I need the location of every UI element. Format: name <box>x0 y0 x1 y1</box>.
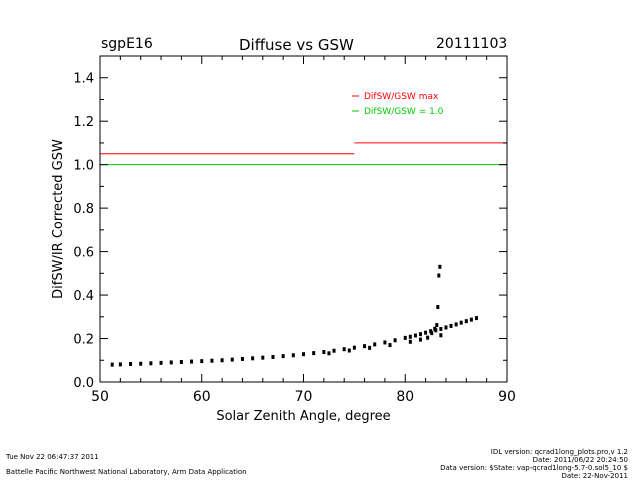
site-id: sgpE16 <box>101 36 153 52</box>
data-point <box>433 326 437 331</box>
footer-idl-date: Date: 2011/06/22 20:24:50 <box>532 456 628 464</box>
data-point <box>332 348 336 353</box>
y-tick-label: 1.2 <box>73 115 94 130</box>
data-point <box>281 354 285 359</box>
data-point <box>449 323 453 328</box>
data-point <box>261 355 265 360</box>
data-point <box>139 361 143 366</box>
footer-idl-version: IDL version: qcrad1long_plots.pro,v 1.2 <box>490 448 628 456</box>
data-point <box>129 361 133 366</box>
reference-lines <box>100 142 507 166</box>
y-tick-label: 0.6 <box>73 246 94 261</box>
data-point <box>474 316 478 321</box>
legend-label: DifSW/GSW max <box>364 92 439 102</box>
y-tick-label: 0.2 <box>73 333 94 348</box>
data-point <box>327 351 331 356</box>
footer-timestamp: Tue Nov 22 06:47:37 2011 <box>6 453 99 461</box>
data-point <box>469 317 473 322</box>
data-point <box>210 358 214 363</box>
x-tick-label: 70 <box>295 389 313 405</box>
y-tick-label: 0.4 <box>73 289 94 304</box>
data-point <box>363 344 367 349</box>
data-point <box>438 264 442 269</box>
data-point <box>368 345 372 350</box>
data-point <box>159 360 163 365</box>
data-point <box>435 323 439 328</box>
axis-tick-labels: 50 60 70 80 90 0.0 0.2 0.4 0.6 0.8 1.0 1.2 1.4 <box>73 72 516 405</box>
data-point <box>426 335 430 340</box>
data-point <box>444 325 448 330</box>
data-point <box>408 339 412 344</box>
data-point <box>220 358 224 363</box>
data-point <box>464 319 468 324</box>
data-point <box>347 348 351 353</box>
data-point <box>312 351 316 356</box>
data-point <box>439 326 443 331</box>
data-point <box>424 330 428 335</box>
data-point <box>419 337 423 342</box>
data-point <box>439 333 443 338</box>
axis-ticks <box>99 55 508 383</box>
data-point <box>419 332 423 337</box>
data-point <box>388 343 392 348</box>
data-point <box>149 361 153 366</box>
x-tick-label: 60 <box>193 389 211 405</box>
chart-date: 20111103 <box>436 36 508 52</box>
legend-label: DifSW/GSW = 1.0 <box>364 107 444 117</box>
data-point <box>352 345 356 350</box>
data-point <box>322 350 326 355</box>
data-point <box>373 342 377 347</box>
data-point <box>179 360 183 365</box>
y-tick-label: 0.8 <box>73 202 94 217</box>
data-point <box>383 340 387 345</box>
data-point <box>110 362 114 367</box>
x-axis-label: Solar Zenith Angle, degree <box>216 409 390 424</box>
x-tick-label: 90 <box>498 389 516 405</box>
chart-title: Diffuse vs GSW <box>239 36 354 54</box>
data-point <box>393 338 397 343</box>
data-point <box>454 322 458 327</box>
y-tick-label: 0.0 <box>73 376 94 391</box>
data-point <box>430 331 434 336</box>
footer-lab: Battelle Pacific Northwest National Labo… <box>6 468 247 476</box>
data-points <box>110 264 478 367</box>
legend: DifSW/GSW max DifSW/GSW = 1.0 <box>352 92 444 117</box>
data-point <box>271 355 275 360</box>
data-point <box>230 357 234 362</box>
data-point <box>291 353 295 358</box>
data-point <box>200 359 204 364</box>
data-point <box>190 359 194 364</box>
data-point <box>240 356 244 361</box>
data-point <box>403 335 407 340</box>
y-tick-label: 1.0 <box>73 159 94 174</box>
y-axis-label: DifSW/IR Corrected GSW <box>51 139 66 299</box>
data-point <box>169 360 173 365</box>
data-point <box>459 320 463 325</box>
data-point <box>436 305 440 310</box>
data-point <box>118 362 122 367</box>
data-point <box>342 347 346 352</box>
footer-data-date: Date: 22-Nov-2011 <box>561 472 628 480</box>
x-tick-label: 50 <box>91 389 109 405</box>
y-tick-label: 1.4 <box>73 72 94 87</box>
x-tick-label: 80 <box>396 389 414 405</box>
data-point <box>251 356 255 361</box>
data-point <box>302 352 305 357</box>
data-point <box>413 333 417 338</box>
data-point <box>437 273 441 278</box>
footer-data-version: Data version: $State: vap-qcrad1long-5.7… <box>440 464 628 472</box>
data-point <box>408 334 412 339</box>
